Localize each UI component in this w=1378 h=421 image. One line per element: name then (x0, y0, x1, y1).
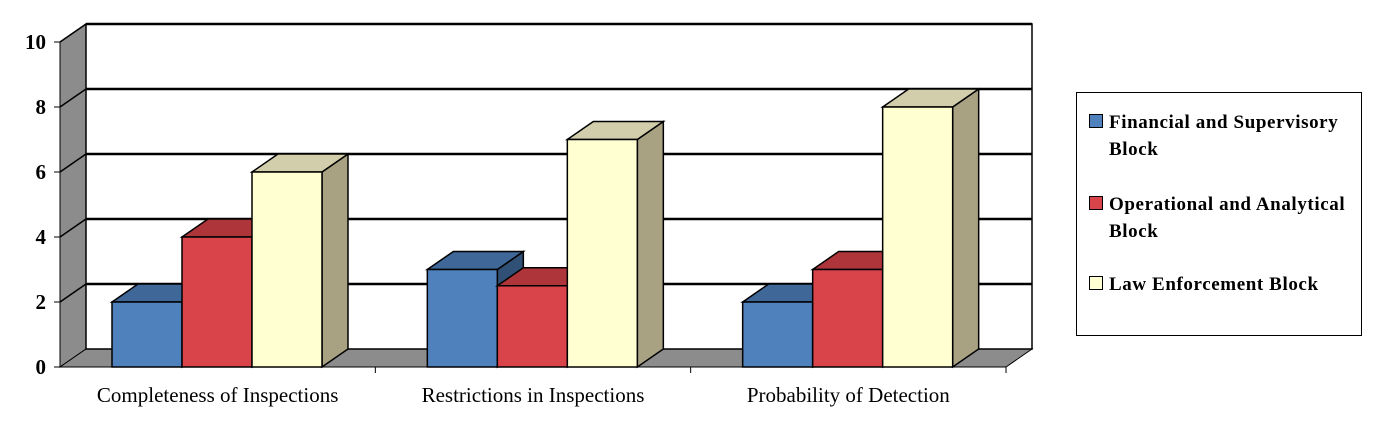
gridline-diagonal (59, 88, 87, 108)
legend-swatch-law-enforcement (1089, 276, 1103, 290)
legend-label-law-enforcement: Law Enforcement Block (1109, 274, 1319, 295)
bar (811, 268, 884, 368)
legend-item-operational: Operational and Analytical Block (1089, 191, 1359, 245)
bar (181, 236, 253, 368)
legend-label-operational: Operational and Analytical Block (1109, 194, 1346, 242)
gridline-diagonal (59, 218, 87, 238)
legend-item-financial: Financial and Supervisory Block (1089, 109, 1359, 163)
y-tick-label: 4 (36, 225, 47, 249)
gridline-diagonal (59, 283, 87, 303)
x-category-label: Completeness of Inspections (97, 383, 338, 407)
bar (566, 138, 639, 368)
legend-swatch-operational (1089, 196, 1103, 210)
x-category-label: Restrictions in Inspections (422, 383, 645, 407)
bar (496, 285, 569, 368)
y-tick-label: 6 (36, 160, 47, 184)
bar (741, 301, 814, 368)
legend-swatch-financial (1089, 114, 1103, 128)
legend: Financial and Supervisory Block Operatio… (1076, 92, 1362, 336)
legend-label-financial: Financial and Supervisory Block (1109, 112, 1339, 160)
bar-side (636, 120, 665, 369)
bar (881, 106, 954, 368)
y-tick-label: 0 (36, 355, 47, 379)
bar (111, 301, 183, 368)
bar (426, 268, 499, 368)
y-tick-label: 2 (36, 290, 47, 314)
bar (251, 171, 323, 368)
bar-side (951, 87, 980, 369)
bar-side (321, 152, 349, 369)
y-tick-label: 10 (25, 30, 46, 54)
gridline-diagonal (59, 153, 87, 173)
gridline-diagonal (59, 23, 87, 43)
side-wall (59, 23, 87, 368)
y-tick-label: 8 (36, 95, 47, 119)
x-category-label: Probability of Detection (747, 383, 950, 407)
legend-item-law-enforcement: Law Enforcement Block (1089, 271, 1359, 298)
